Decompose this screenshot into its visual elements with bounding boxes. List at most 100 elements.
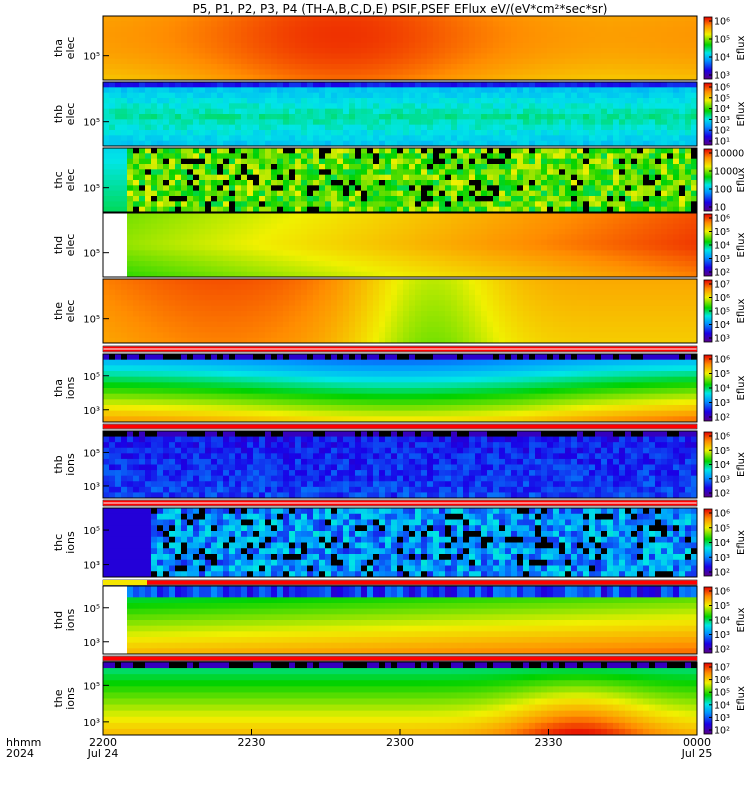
spectro-cell bbox=[553, 218, 560, 225]
spectro-cell bbox=[535, 92, 542, 99]
spectro-cell bbox=[433, 119, 440, 126]
spectro-cell bbox=[457, 239, 464, 246]
spectro-cell bbox=[199, 108, 206, 115]
spectro-cell bbox=[181, 305, 188, 312]
spectro-cell bbox=[649, 48, 656, 54]
spectro-cell bbox=[445, 169, 452, 176]
spectro-cell bbox=[607, 234, 614, 241]
spectro-cell bbox=[457, 174, 464, 181]
spectro-cell bbox=[343, 185, 350, 192]
spectro-cell bbox=[481, 37, 488, 44]
spectro-cell bbox=[691, 255, 698, 262]
spectro-cell bbox=[241, 119, 248, 126]
spectro-cell bbox=[427, 58, 434, 65]
spectro-cell bbox=[589, 74, 596, 81]
spectro-cell bbox=[331, 218, 338, 225]
spectro-cell bbox=[409, 229, 416, 235]
spectro-cell bbox=[229, 239, 236, 246]
spectro-cell bbox=[529, 53, 536, 60]
spectro-cell bbox=[145, 164, 152, 170]
spectro-cell bbox=[271, 82, 278, 88]
spectro-cell bbox=[127, 148, 134, 154]
spectro-cell bbox=[487, 180, 494, 186]
spectro-cell bbox=[361, 92, 368, 99]
spectro-cell bbox=[187, 135, 194, 142]
spectro-cell bbox=[283, 223, 290, 230]
spectro-cell bbox=[265, 98, 272, 104]
spectro-cell bbox=[559, 87, 566, 94]
spectro-cell bbox=[385, 119, 392, 126]
spectro-cell bbox=[433, 218, 440, 225]
spectro-cell bbox=[421, 16, 428, 22]
spectro-cell bbox=[637, 261, 644, 267]
spectro-cell bbox=[175, 87, 182, 94]
spectro-cell bbox=[307, 16, 314, 22]
spectro-cell bbox=[451, 239, 458, 246]
spectro-cell bbox=[199, 124, 206, 131]
spectro-cell bbox=[103, 250, 110, 257]
spectro-cell bbox=[247, 98, 254, 104]
spectro-cell bbox=[373, 255, 380, 262]
spectro-cell bbox=[619, 218, 626, 225]
spectro-cell bbox=[349, 169, 356, 176]
spectro-cell bbox=[685, 239, 692, 246]
spectro-cell bbox=[373, 201, 380, 208]
spectro-cell bbox=[523, 229, 530, 235]
spectro-cell bbox=[121, 26, 128, 33]
spectro-cell bbox=[517, 82, 524, 88]
spectro-cell bbox=[601, 261, 608, 267]
spectro-cell bbox=[535, 255, 542, 262]
spectro-cell bbox=[367, 196, 374, 202]
spectro-cell bbox=[145, 223, 152, 230]
spectro-cell bbox=[211, 201, 218, 208]
spectro-cell bbox=[163, 135, 170, 142]
spectro-cell bbox=[601, 82, 608, 88]
spectro-cell bbox=[559, 114, 566, 120]
spectro-cell bbox=[325, 169, 332, 176]
spectro-cell bbox=[331, 190, 338, 197]
spectro-cell bbox=[271, 103, 278, 110]
spectro-cell bbox=[505, 64, 512, 70]
spectro-cell bbox=[115, 69, 122, 76]
spectro-cell bbox=[487, 185, 494, 192]
spectro-cell bbox=[139, 321, 146, 328]
spectro-cell bbox=[685, 48, 692, 54]
spectro-cell bbox=[637, 103, 644, 110]
spectro-cell bbox=[295, 21, 302, 28]
spectro-cell bbox=[217, 239, 224, 246]
spectro-cell bbox=[685, 103, 692, 110]
spectro-cell bbox=[199, 223, 206, 230]
spectro-cell bbox=[547, 87, 554, 94]
spectro-cell bbox=[673, 64, 680, 70]
spectro-cell bbox=[193, 108, 200, 115]
spectro-cell bbox=[319, 32, 326, 38]
spectro-cell bbox=[601, 53, 608, 60]
spectro-cell bbox=[613, 271, 620, 278]
spectro-cell bbox=[403, 16, 410, 22]
spectro-cell bbox=[157, 311, 164, 317]
spectro-cell bbox=[313, 74, 320, 81]
spectro-cell bbox=[415, 124, 422, 131]
spectro-cell bbox=[589, 271, 596, 278]
spectro-cell bbox=[439, 26, 446, 33]
spectro-cell bbox=[607, 130, 614, 136]
spectro-cell bbox=[601, 124, 608, 131]
spectro-cell bbox=[103, 311, 110, 317]
spectro-cell bbox=[421, 74, 428, 81]
spectro-cell bbox=[499, 180, 506, 186]
spectro-cell bbox=[175, 190, 182, 197]
spectro-cell bbox=[553, 158, 560, 165]
spectro-cell bbox=[685, 69, 692, 76]
spectro-cell bbox=[151, 37, 158, 44]
spectro-cell bbox=[571, 16, 578, 22]
spectro-cell bbox=[241, 87, 248, 94]
spectro-cell bbox=[649, 16, 656, 22]
spectro-cell bbox=[553, 37, 560, 44]
spectro-cell bbox=[145, 332, 152, 339]
spectro-cell bbox=[139, 229, 146, 235]
spectro-cell bbox=[469, 21, 476, 28]
spectro-cell bbox=[355, 234, 362, 241]
spectro-cell bbox=[649, 53, 656, 60]
spectro-cell bbox=[433, 153, 440, 160]
spectro-cell bbox=[235, 196, 242, 202]
